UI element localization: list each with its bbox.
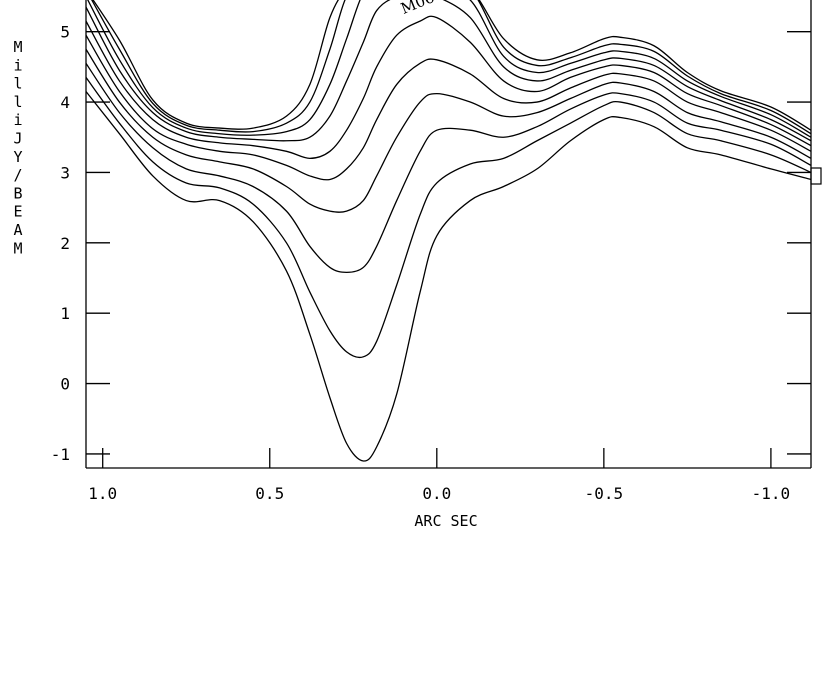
contour-curve-6 [86,0,811,142]
y-tick-label-3: 2 [60,234,70,253]
contour-curves [86,0,811,462]
y-tick-label-1: 0 [60,375,70,394]
contour-curve-2 [86,62,811,273]
x-tick-label-2: 0.0 [422,484,451,503]
y-tick-label-0: -1 [51,445,70,464]
right-edge-marker [810,167,822,185]
y-axis-ticks: -1 0 1 2 3 4 5 [51,23,811,464]
contour-curve-8 [91,0,811,135]
y-axis-title-char: A [13,221,22,239]
x-tick-label-0: 1.0 [88,484,117,503]
plot-frame [85,0,812,469]
y-axis-title-char: B [13,184,22,202]
y-axis-title-char: J [13,130,22,148]
y-tick-label-4: 3 [60,163,70,182]
y-axis-title-char: E [13,203,22,221]
x-tick-label-4: -1.0 [752,484,791,503]
contour-curve-7 [87,0,811,138]
contour-curve-5 [86,15,811,159]
x-axis-ticks: 1.0 0.5 0.0 -0.5 -1.0 [88,448,790,503]
y-tick-label-5: 4 [60,93,70,112]
contour-curve-1 [86,77,811,359]
x-axis-title: ARC SEC [414,512,477,530]
y-axis-title-char: M [13,38,22,56]
y-tick-label-6: 5 [60,23,70,42]
contour-curve-3 [86,48,811,213]
curve-annotation: M066 [398,0,446,18]
x-tick-label-3: -0.5 [585,484,624,503]
x-tick-label-1: 0.5 [255,484,284,503]
y-tick-label-2: 1 [60,304,70,323]
y-axis-title-char: i [13,56,22,74]
y-axis-title-char: Y [13,148,22,166]
y-axis-title-char: l [13,75,22,93]
y-axis-title-char: i [13,111,22,129]
contour-curve-9 [92,0,811,131]
contour-curve-0 [86,91,811,462]
y-axis-title-char: M [13,239,22,257]
y-axis-title-char: l [13,93,22,111]
contour-curve-4 [86,34,811,181]
y-axis-title-char: / [13,166,22,184]
